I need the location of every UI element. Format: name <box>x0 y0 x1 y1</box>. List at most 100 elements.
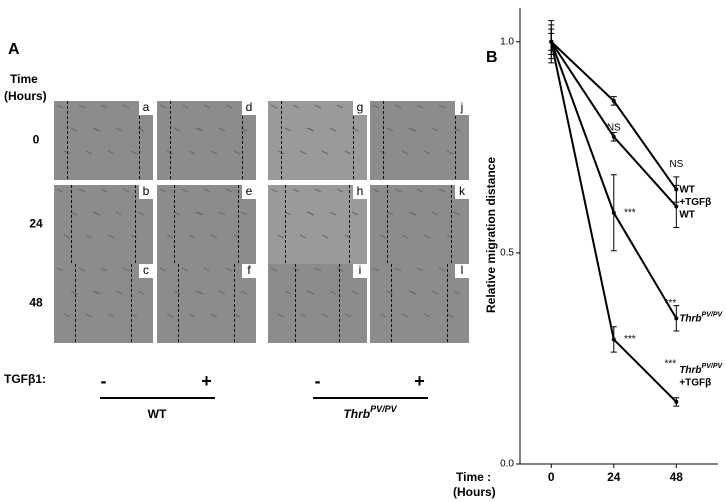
cell-texture <box>344 150 352 155</box>
cell-texture <box>122 188 130 193</box>
cell-texture <box>336 188 344 193</box>
cell-texture <box>188 150 196 155</box>
cell-texture <box>107 313 115 318</box>
cell-texture <box>431 127 439 132</box>
annotation: *** <box>624 207 636 218</box>
y-tick-label: 1.0 <box>500 36 514 47</box>
data-point <box>611 134 616 139</box>
cell-texture <box>321 234 329 239</box>
group-label: ThrbPV/PV <box>343 404 397 421</box>
series-label: ThrbPV/PV <box>679 363 723 376</box>
cell-texture <box>195 211 203 216</box>
data-point <box>674 204 679 209</box>
group-name: Thrb <box>343 407 370 421</box>
row-label: 24 <box>29 217 43 231</box>
panel-letter: f <box>247 263 251 277</box>
cell-texture <box>292 188 300 193</box>
series-name: WT <box>679 209 695 220</box>
micrograph <box>54 101 153 180</box>
cell-texture <box>401 313 409 318</box>
cell-texture <box>321 150 329 155</box>
cell-texture <box>78 188 86 193</box>
cell-texture <box>401 234 409 239</box>
cell-texture <box>63 234 71 239</box>
time-label: Time <box>10 72 38 86</box>
x-tick-label: 24 <box>607 470 621 484</box>
cell-texture <box>284 127 292 132</box>
cell-texture <box>188 234 196 239</box>
micrograph <box>370 264 469 343</box>
cell-texture <box>314 267 322 272</box>
x-axis-label: Time : <box>456 470 491 484</box>
series-name-sup: PV/PV <box>702 311 724 318</box>
cell-texture <box>299 234 307 239</box>
y-tick-label: 0.5 <box>500 248 514 259</box>
cell-texture <box>218 127 226 132</box>
panel-letter: d <box>246 100 253 114</box>
series-name: WT <box>679 184 695 195</box>
cell-texture <box>351 211 359 216</box>
annotation: *** <box>664 298 676 309</box>
data-point <box>611 210 616 215</box>
cell-texture <box>240 211 248 216</box>
cell-texture <box>78 267 86 272</box>
cell-texture <box>314 188 322 193</box>
group-sup: PV/PV <box>370 404 398 414</box>
group-label: WT <box>148 407 167 421</box>
treatment: - <box>101 371 107 391</box>
cell-texture <box>122 104 130 109</box>
micrograph <box>370 185 469 264</box>
cell-texture <box>306 127 314 132</box>
cell-texture <box>306 290 314 295</box>
cell-texture <box>386 290 394 295</box>
cell-texture <box>394 188 402 193</box>
series-line <box>550 41 678 191</box>
cell-texture <box>85 313 93 318</box>
panel-letter: e <box>246 184 253 198</box>
cell-texture <box>446 150 454 155</box>
x-tick-label: 48 <box>670 470 684 484</box>
cell-texture <box>431 211 439 216</box>
panel-letter-box <box>455 185 469 199</box>
cell-texture <box>115 290 123 295</box>
panel-letter: c <box>143 263 149 277</box>
panel-letter: l <box>461 263 464 277</box>
cell-texture <box>329 127 337 132</box>
data-point <box>611 337 616 342</box>
cell-texture <box>394 104 402 109</box>
cell-texture <box>56 188 64 193</box>
cell-texture <box>100 267 108 272</box>
cell-texture <box>181 104 189 109</box>
cell-texture <box>107 150 115 155</box>
series-label: WT <box>679 184 695 195</box>
cell-texture <box>423 313 431 318</box>
cell-texture <box>225 188 233 193</box>
cell-texture <box>166 313 174 318</box>
cell-texture <box>78 104 86 109</box>
cell-texture <box>416 267 424 272</box>
cell-texture <box>188 313 196 318</box>
cell-texture <box>416 188 424 193</box>
treatment-label: TGFβ1: <box>4 372 46 386</box>
cell-texture <box>336 104 344 109</box>
cell-texture <box>408 290 416 295</box>
series-label-sub: +TGFβ <box>679 197 711 208</box>
cell-texture <box>372 104 380 109</box>
cell-texture <box>210 150 218 155</box>
row-label: 48 <box>29 296 43 310</box>
panel-letter-box <box>242 264 256 278</box>
micrograph <box>54 185 153 264</box>
cell-texture <box>438 267 446 272</box>
cell-texture <box>453 211 461 216</box>
cell-texture <box>423 234 431 239</box>
cell-texture <box>344 313 352 318</box>
cell-texture <box>225 267 233 272</box>
series-label-sub: +TGFβ <box>679 378 711 389</box>
cell-texture <box>438 104 446 109</box>
cell-texture <box>270 188 278 193</box>
cell-texture <box>181 188 189 193</box>
cell-texture <box>284 290 292 295</box>
panel-letter-box <box>353 101 367 115</box>
cell-texture <box>130 150 138 155</box>
cell-texture <box>277 234 285 239</box>
